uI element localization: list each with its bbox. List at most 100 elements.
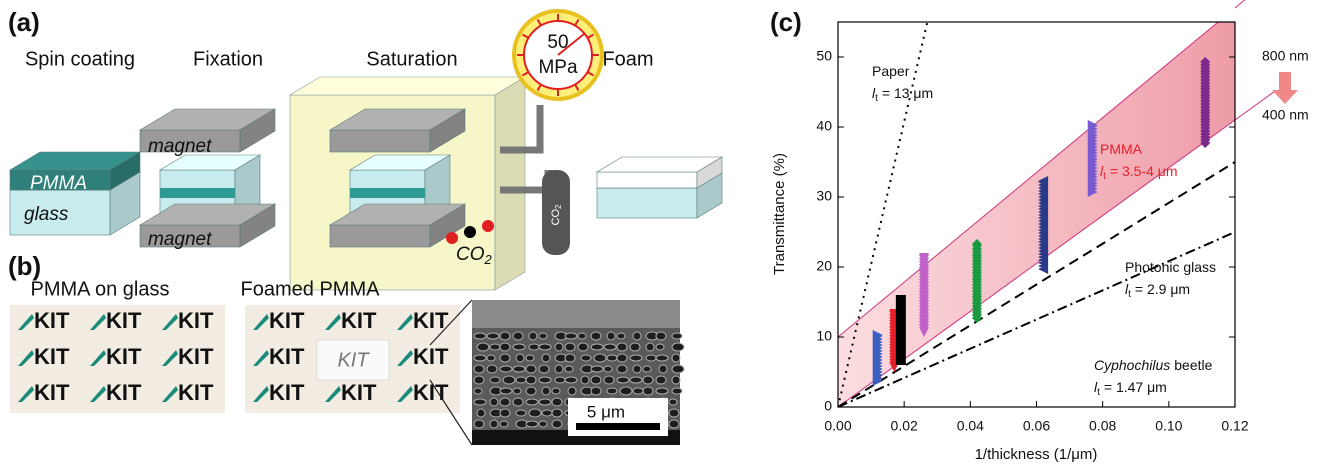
pore bbox=[555, 365, 563, 373]
stage-label: Fixation bbox=[193, 48, 263, 70]
logo-text: KIT bbox=[34, 380, 70, 405]
stage-label: Spin coating bbox=[25, 48, 135, 70]
co2-sub: 2 bbox=[484, 252, 493, 267]
pore bbox=[474, 376, 484, 384]
pore bbox=[487, 365, 497, 373]
pore bbox=[487, 333, 499, 339]
y-tick-label: 50 bbox=[816, 48, 832, 64]
pore bbox=[672, 365, 684, 373]
pore bbox=[500, 354, 510, 362]
layer-label: PMMA bbox=[30, 173, 87, 194]
pore bbox=[565, 377, 577, 383]
annotation-name-rest: beetle bbox=[1174, 357, 1212, 373]
pore bbox=[630, 377, 642, 383]
annotation-name-italic: Cyphochilus bbox=[1094, 357, 1170, 373]
y-tick-label: 40 bbox=[816, 118, 832, 134]
box-front bbox=[597, 188, 697, 218]
y-tick-label: 20 bbox=[816, 258, 832, 274]
pore bbox=[490, 377, 500, 383]
pore bbox=[490, 344, 500, 350]
pore bbox=[513, 398, 523, 406]
pore bbox=[477, 409, 485, 417]
pore bbox=[526, 421, 538, 427]
pore bbox=[617, 333, 625, 339]
pore bbox=[659, 365, 667, 373]
lt-value: = 2.9 μm bbox=[1135, 281, 1190, 297]
pore bbox=[500, 398, 510, 406]
panel-label: (b) bbox=[8, 251, 41, 281]
y-axis-title: Transmittance (%) bbox=[771, 153, 788, 275]
annotation-name: Paper bbox=[872, 63, 910, 79]
pore bbox=[646, 343, 654, 351]
pore bbox=[604, 344, 616, 350]
pore bbox=[539, 421, 547, 427]
pore bbox=[607, 388, 617, 394]
logo-text: KIT bbox=[413, 380, 449, 405]
lt-sub: t bbox=[1103, 171, 1106, 182]
pore bbox=[474, 388, 482, 394]
photo-title: PMMA on glass bbox=[31, 278, 170, 300]
pore bbox=[474, 365, 484, 373]
photo-title: Foamed PMMA bbox=[241, 278, 381, 300]
annotation-name: Photonic glass bbox=[1125, 259, 1216, 275]
annotation-lt: lt= 1.47 μm bbox=[1094, 379, 1167, 398]
box-top bbox=[290, 77, 525, 95]
annotation-name-text: Paper bbox=[872, 63, 910, 79]
pore bbox=[539, 344, 551, 350]
lt-sub: t bbox=[1097, 387, 1100, 398]
annotation-name-text: Photonic glass bbox=[1125, 259, 1216, 275]
panel-label: (a) bbox=[8, 7, 40, 37]
pore bbox=[539, 365, 549, 373]
range-points bbox=[896, 295, 906, 365]
pore bbox=[672, 333, 682, 339]
pore bbox=[500, 409, 510, 417]
pore bbox=[591, 344, 603, 350]
co2-sub: 2 bbox=[554, 204, 563, 209]
page: { "panel_a": { "label": "(a)", "stages":… bbox=[0, 0, 1319, 466]
box bbox=[597, 157, 722, 188]
pore bbox=[565, 366, 573, 372]
pore bbox=[500, 366, 512, 372]
pore bbox=[620, 387, 632, 395]
pore bbox=[513, 366, 525, 372]
pore bbox=[672, 388, 682, 394]
wavelength-label: 400 nm bbox=[1262, 107, 1309, 123]
y-tick-label: 10 bbox=[816, 328, 832, 344]
pore bbox=[474, 355, 486, 361]
logo-text: KIT bbox=[178, 380, 214, 405]
pore bbox=[552, 409, 562, 417]
pore bbox=[672, 343, 684, 351]
range-points bbox=[919, 253, 929, 337]
pore bbox=[633, 332, 641, 340]
lt-value: = 3.5-4 μm bbox=[1110, 163, 1178, 179]
pore bbox=[552, 420, 562, 428]
pore bbox=[630, 343, 640, 351]
x-tick-label: 0.04 bbox=[957, 418, 984, 434]
scale-bar bbox=[576, 423, 660, 430]
pore bbox=[669, 409, 679, 417]
x-tick-label: 0.06 bbox=[1023, 418, 1050, 434]
pore bbox=[474, 399, 486, 405]
pore bbox=[633, 365, 641, 373]
lt-value: = 1.47 μm bbox=[1104, 379, 1167, 395]
pore bbox=[526, 355, 534, 361]
lt-sub: t bbox=[1128, 289, 1131, 300]
logo-text: KIT bbox=[341, 308, 377, 333]
y-tick-label: 30 bbox=[816, 188, 832, 204]
pore bbox=[529, 409, 541, 417]
pore bbox=[542, 354, 550, 362]
pore bbox=[542, 387, 550, 395]
pore bbox=[669, 399, 677, 405]
range-points bbox=[1200, 57, 1210, 148]
annotation-name-text: PMMA bbox=[1100, 141, 1143, 157]
pore bbox=[500, 332, 510, 340]
molecule bbox=[464, 226, 476, 238]
pore bbox=[591, 366, 603, 372]
pore bbox=[581, 376, 589, 384]
pore bbox=[526, 376, 536, 384]
logo-text: KIT bbox=[106, 308, 142, 333]
pore bbox=[656, 355, 668, 361]
x-tick-label: 0.12 bbox=[1221, 418, 1248, 434]
pore bbox=[643, 366, 651, 372]
pore bbox=[581, 355, 591, 361]
